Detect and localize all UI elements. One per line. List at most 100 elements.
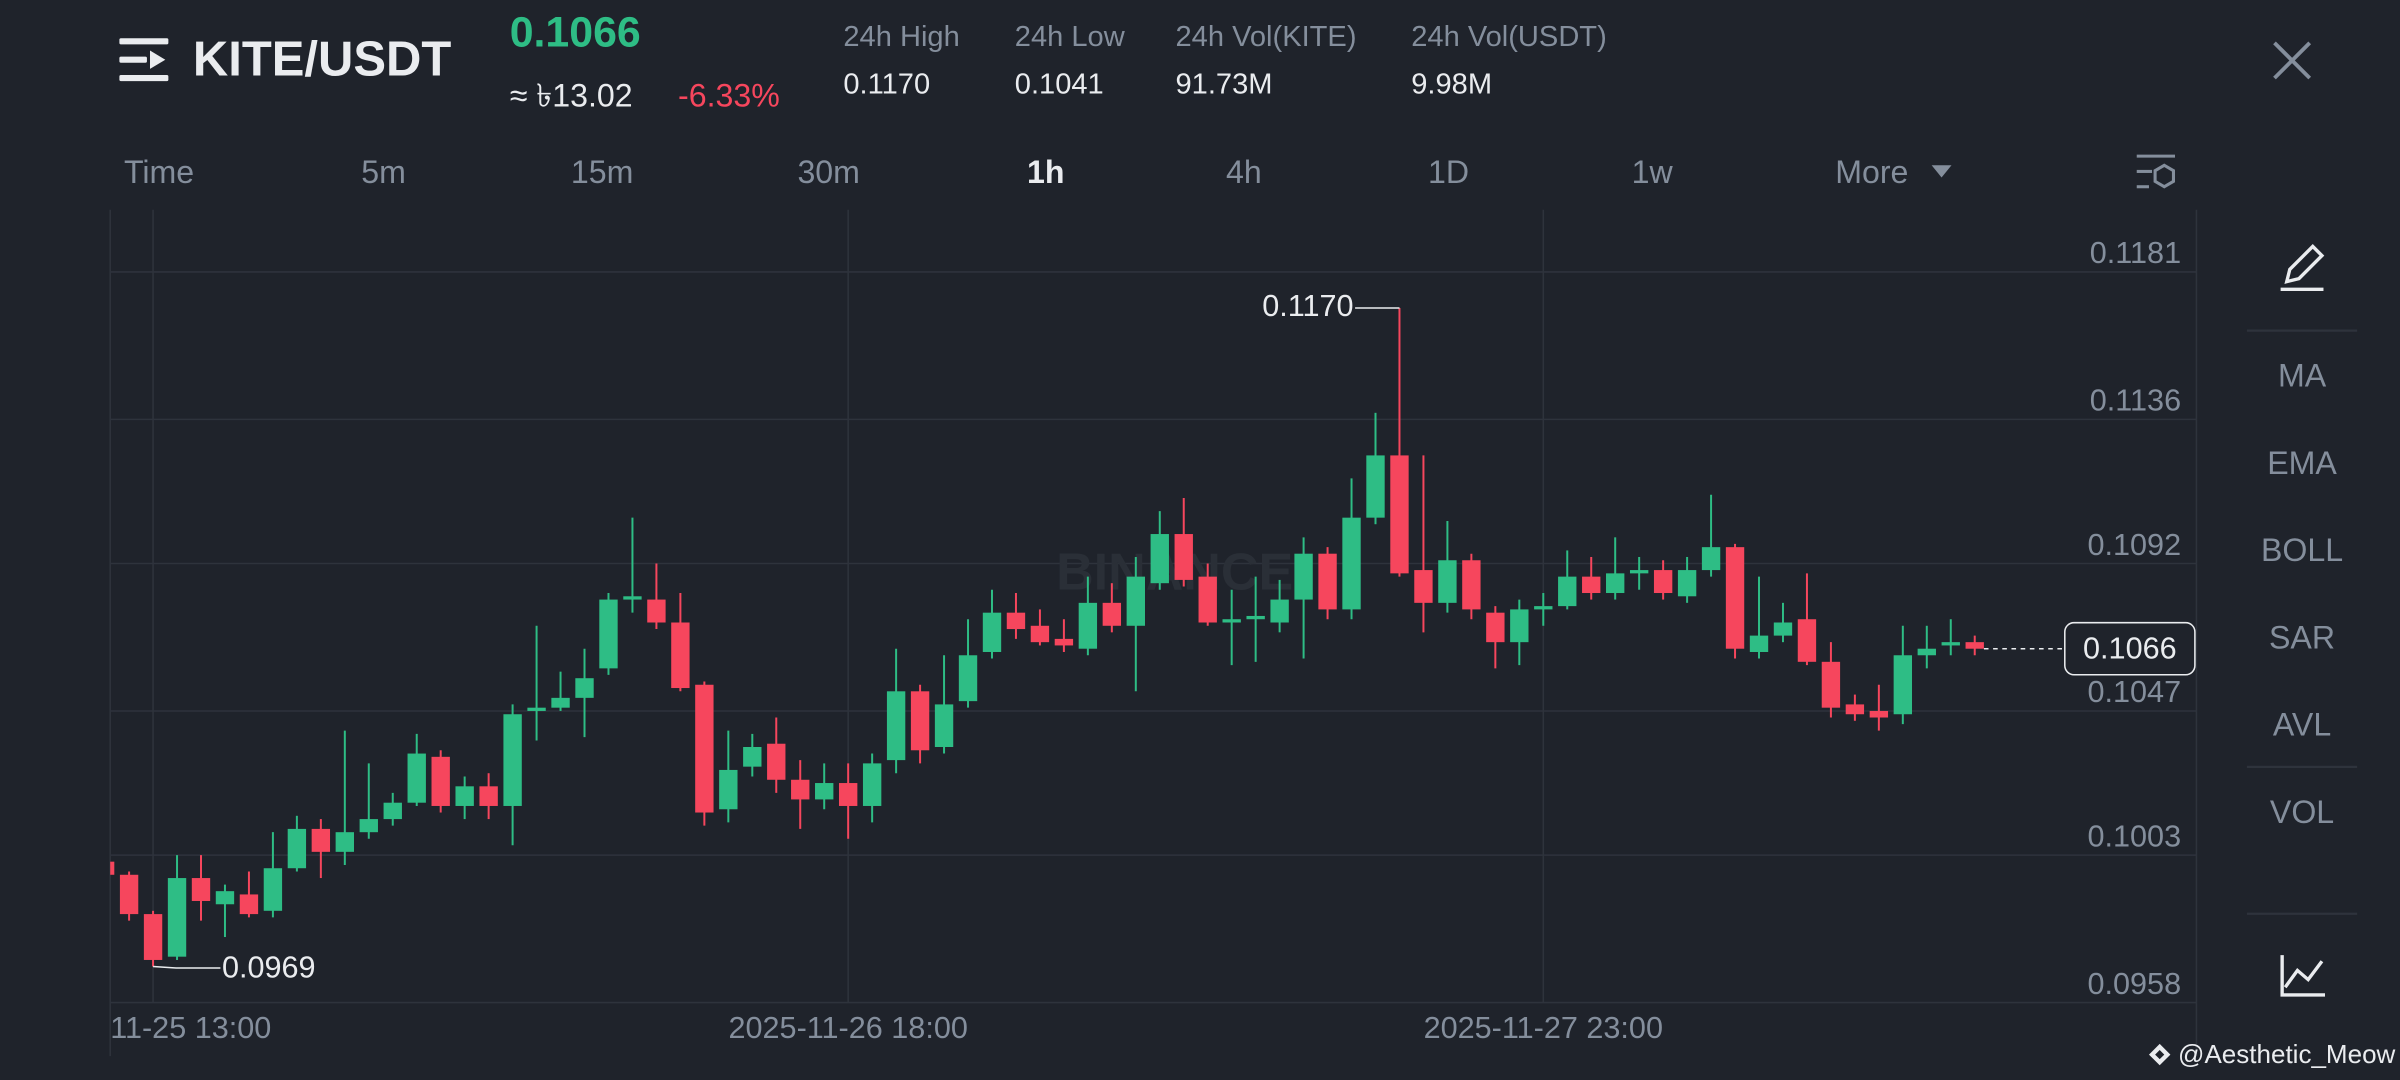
tab[interactable]: 30m	[797, 154, 860, 190]
candle-body	[143, 914, 163, 960]
candle-body	[263, 868, 283, 911]
indicator[interactable]: SAR	[2269, 619, 2335, 655]
candle-body	[479, 786, 498, 806]
candle-body	[886, 691, 906, 761]
tab[interactable]: 1D	[1428, 154, 1469, 190]
candle-body	[503, 714, 522, 806]
tab[interactable]: 4h	[1226, 154, 1262, 190]
chart-settings-icon[interactable]	[2136, 154, 2175, 189]
candle-body	[1677, 570, 1697, 597]
y-tick-label: 0.1092	[2087, 528, 2181, 562]
draw-tool-icon[interactable]	[2280, 244, 2325, 291]
candle-body	[1030, 625, 1050, 643]
candle-body	[191, 878, 211, 901]
candle-body	[1174, 534, 1193, 580]
candle-body	[1582, 576, 1601, 594]
candle-body	[623, 596, 642, 600]
candle-body	[1869, 710, 1889, 718]
candle-body	[791, 779, 810, 800]
tab[interactable]: 1w	[1632, 154, 1674, 190]
candle-body	[1653, 570, 1673, 594]
stat-value: 0.1170	[843, 68, 930, 100]
menu-icon[interactable]	[119, 38, 169, 82]
tab[interactable]: Time	[124, 154, 194, 190]
tab[interactable]: More	[1835, 154, 1908, 190]
candle-body	[1318, 553, 1337, 610]
more-arrow	[1931, 165, 1952, 178]
candle-body	[1246, 615, 1265, 620]
candle-body	[1486, 612, 1505, 643]
candle-body	[455, 786, 474, 806]
candle-body	[1078, 602, 1098, 649]
candle-body	[838, 783, 858, 806]
candle-body	[743, 747, 762, 767]
candle-body	[1270, 599, 1289, 623]
candle-body	[934, 704, 954, 748]
price-change: -6.33%	[678, 77, 780, 113]
candle-body	[1965, 642, 1984, 649]
tab[interactable]: 1h	[1027, 154, 1065, 190]
candle-body	[119, 874, 139, 915]
last-price-label: 0.1066	[2083, 631, 2177, 665]
candle-body	[1606, 573, 1625, 594]
candle-body	[910, 691, 930, 751]
price: 0.1066	[510, 9, 641, 57]
candle-body	[1342, 517, 1361, 610]
high-label: 0.1170	[1262, 289, 1353, 323]
indicator[interactable]: MA	[2278, 358, 2327, 394]
tab[interactable]: 15m	[571, 154, 634, 190]
low-marker	[153, 965, 221, 969]
candle-body	[1438, 560, 1457, 603]
indicator[interactable]: VOL	[2270, 794, 2334, 830]
candle-body	[647, 599, 666, 623]
candle-body	[1414, 570, 1433, 603]
candle-body	[982, 612, 1002, 652]
candle-body	[1462, 560, 1481, 610]
credit-icon	[2148, 1043, 2171, 1066]
candle-body	[1054, 638, 1074, 646]
indicator[interactable]: AVL	[2273, 707, 2331, 743]
candle-body	[1534, 606, 1553, 610]
candle-body	[862, 763, 882, 806]
candle-body	[1845, 704, 1865, 715]
candle-body	[431, 756, 450, 806]
candle-body	[527, 707, 546, 711]
stat-value: 9.98M	[1411, 68, 1492, 100]
stat-label: 24h Vol(KITE)	[1176, 21, 1357, 53]
low-label: 0.0969	[222, 951, 316, 985]
candle-body	[287, 828, 307, 869]
candle-body	[383, 802, 402, 820]
candle-body	[335, 832, 354, 852]
candle-body	[695, 684, 714, 813]
tab[interactable]: 5m	[361, 154, 406, 190]
candle-body	[167, 878, 187, 957]
candle-body	[1941, 642, 1960, 646]
candle-body	[1366, 455, 1385, 518]
candle-body	[311, 828, 331, 852]
close-button[interactable]	[2273, 41, 2312, 80]
candle-body	[1558, 576, 1577, 607]
candle-body	[1510, 609, 1529, 643]
x-tick-label: 2025-11-26 18:00	[728, 1011, 967, 1045]
candle-body	[958, 655, 978, 702]
candle-body	[110, 861, 115, 875]
x-tick-label: 2025-11-27 23:00	[1424, 1011, 1663, 1045]
candle-body	[815, 783, 834, 800]
y-tick-label: 0.1136	[2090, 384, 2181, 418]
stat-label: 24h Vol(USDT)	[1411, 21, 1607, 53]
indicator[interactable]: BOLL	[2261, 532, 2343, 568]
candle-body	[1893, 655, 1913, 715]
indicator[interactable]: EMA	[2267, 445, 2337, 481]
y-tick-label: 0.1181	[2090, 236, 2181, 270]
chart-type-icon[interactable]	[2280, 955, 2325, 997]
fiat-price: ≈ ৳13.02	[510, 77, 633, 113]
y-tick-label: 0.1003	[2087, 819, 2181, 853]
stat-value: 91.73M	[1176, 68, 1273, 100]
candle-body	[215, 891, 235, 905]
credit: @Aesthetic_Meow	[2178, 1039, 2395, 1069]
symbol[interactable]: KITE/USDT	[193, 33, 452, 87]
stat-label: 24h Low	[1015, 21, 1126, 53]
